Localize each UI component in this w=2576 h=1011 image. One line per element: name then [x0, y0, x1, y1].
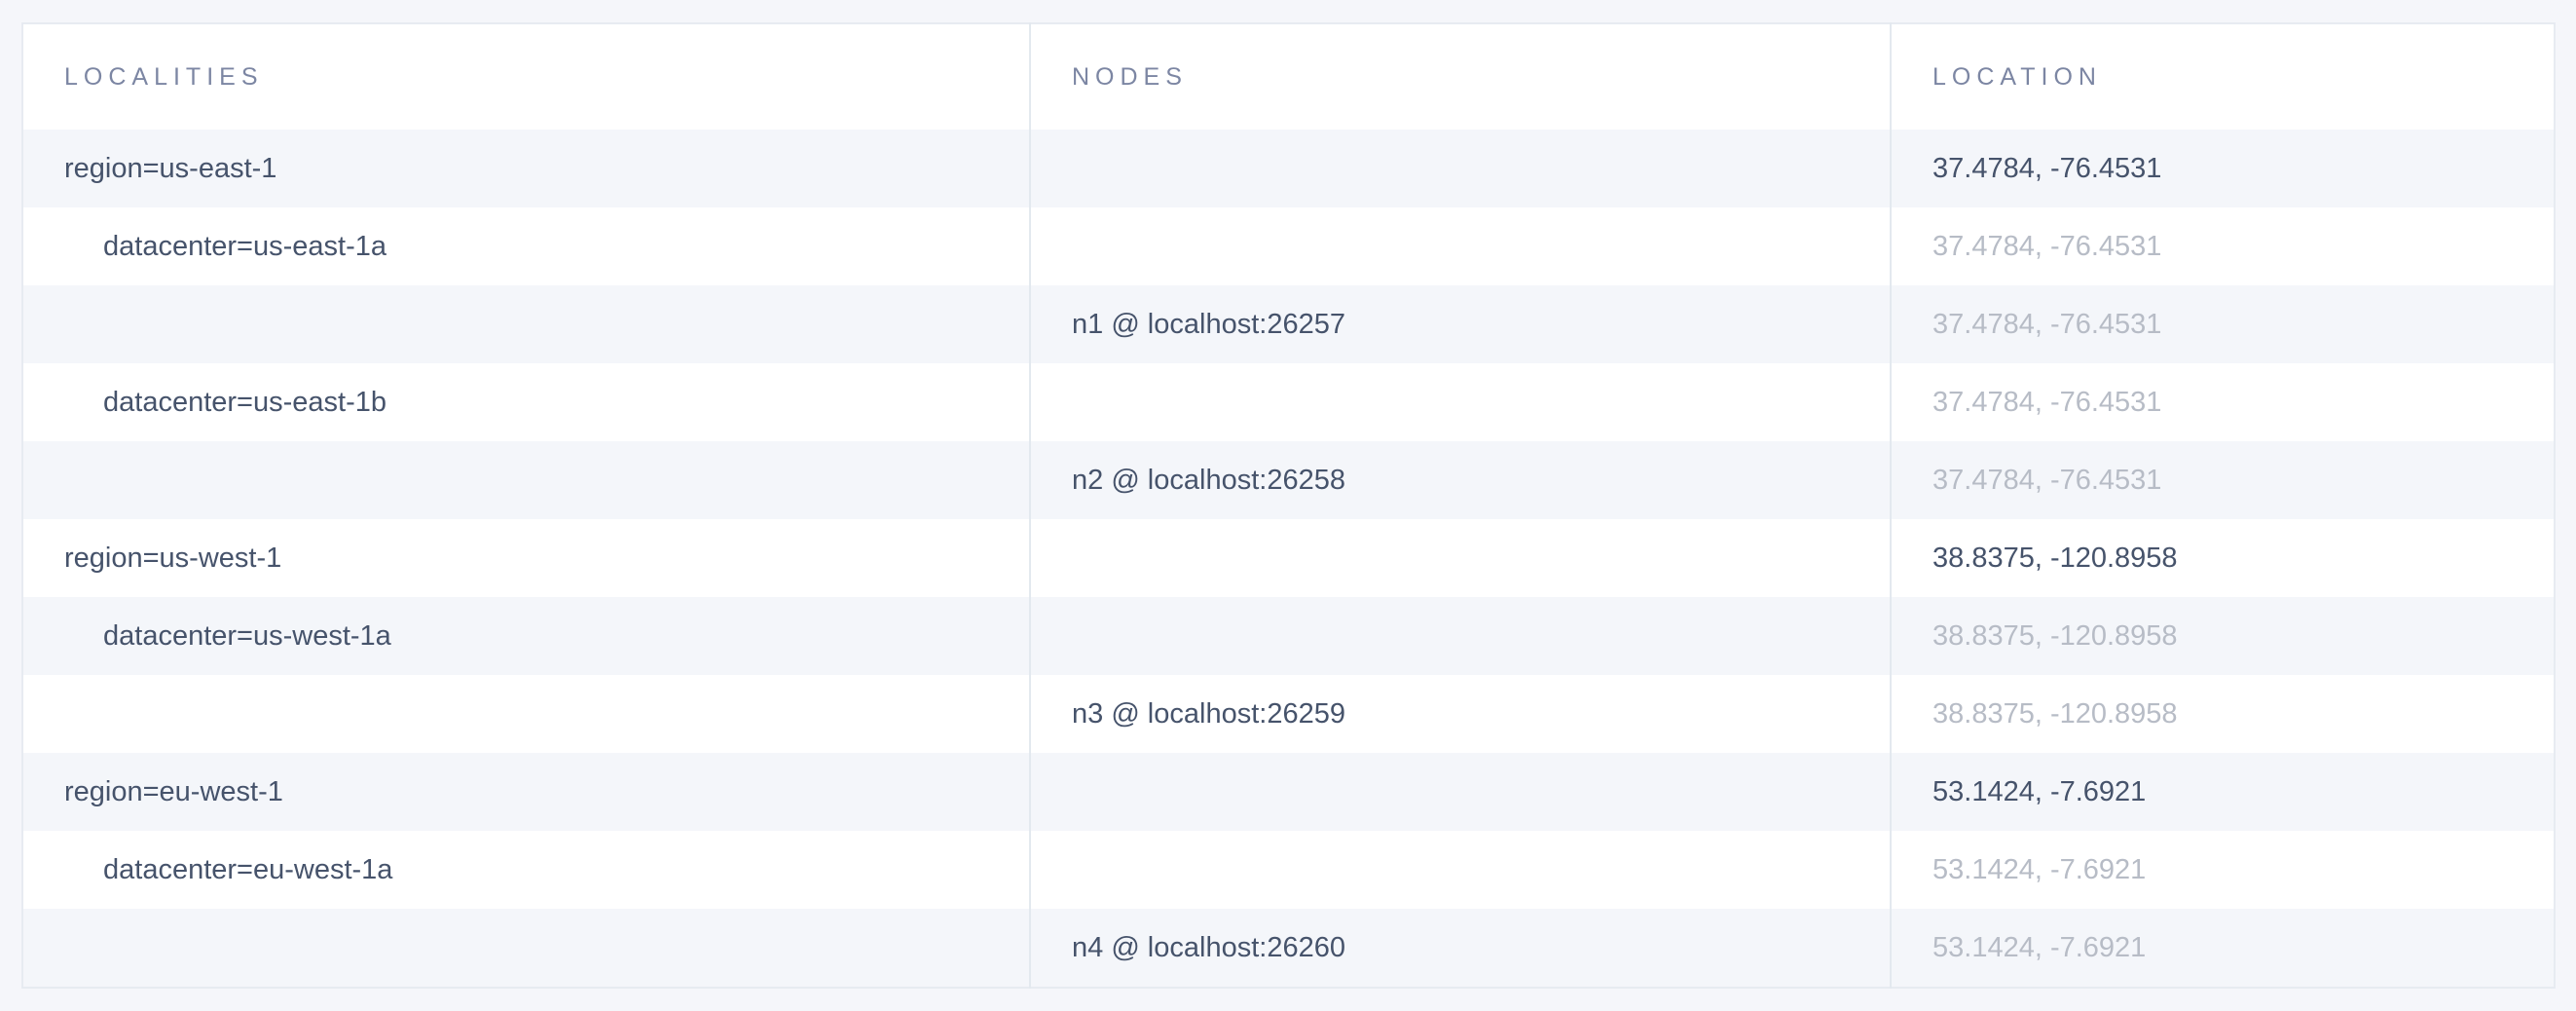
table-row-datacenter-us-east-1b: datacenter=us-east-1b 37.4784, -76.4531: [22, 363, 2555, 441]
column-header-nodes: Nodes: [1029, 23, 1891, 130]
locality-cell: [22, 909, 1030, 988]
table-row-region-us-west-1: region=us-west-1 38.8375, -120.8958: [22, 519, 2555, 597]
table-row-node-n3: n3 @ localhost:26259 38.8375, -120.8958: [22, 675, 2555, 753]
location-cell: 37.4784, -76.4531: [1890, 130, 2555, 207]
nodes-cell: [1029, 831, 1891, 909]
column-header-localities: Localities: [22, 23, 1030, 130]
location-cell: 37.4784, -76.4531: [1890, 285, 2555, 363]
table-body: region=us-east-1 37.4784, -76.4531 datac…: [22, 130, 2555, 988]
locality-cell: region=us-east-1: [22, 130, 1030, 207]
locality-cell: [22, 285, 1030, 363]
nodes-cell: [1029, 519, 1891, 597]
table-header: Localities Nodes Location: [22, 23, 2555, 130]
locality-cell: region=eu-west-1: [22, 753, 1030, 831]
nodes-cell: [1029, 363, 1891, 441]
locality-cell: region=us-west-1: [22, 519, 1030, 597]
locality-cell: [22, 675, 1030, 753]
locality-cell: datacenter=us-east-1a: [22, 207, 1030, 285]
nodes-cell: n2 @ localhost:26258: [1029, 441, 1891, 519]
table-row-region-us-east-1: region=us-east-1 37.4784, -76.4531: [22, 130, 2555, 207]
nodes-cell: n3 @ localhost:26259: [1029, 675, 1891, 753]
table-row-datacenter-us-west-1a: datacenter=us-west-1a 38.8375, -120.8958: [22, 597, 2555, 675]
nodes-cell: n1 @ localhost:26257: [1029, 285, 1891, 363]
location-cell: 37.4784, -76.4531: [1890, 441, 2555, 519]
location-cell: 38.8375, -120.8958: [1890, 597, 2555, 675]
nodes-cell: [1029, 130, 1891, 207]
nodes-cell: n4 @ localhost:26260: [1029, 909, 1891, 988]
column-header-location: Location: [1890, 23, 2555, 130]
header-row: Localities Nodes Location: [22, 23, 2555, 130]
location-cell: 38.8375, -120.8958: [1890, 675, 2555, 753]
nodes-cell: [1029, 207, 1891, 285]
nodes-cell: [1029, 597, 1891, 675]
locality-cell: datacenter=eu-west-1a: [22, 831, 1030, 909]
table-row-node-n2: n2 @ localhost:26258 37.4784, -76.4531: [22, 441, 2555, 519]
location-cell: 53.1424, -7.6921: [1890, 831, 2555, 909]
location-cell: 53.1424, -7.6921: [1890, 909, 2555, 988]
locality-cell: datacenter=us-west-1a: [22, 597, 1030, 675]
location-cell: 53.1424, -7.6921: [1890, 753, 2555, 831]
table-row-node-n4: n4 @ localhost:26260 53.1424, -7.6921: [22, 909, 2555, 988]
table-row-region-eu-west-1: region=eu-west-1 53.1424, -7.6921: [22, 753, 2555, 831]
table-row-datacenter-us-east-1a: datacenter=us-east-1a 37.4784, -76.4531: [22, 207, 2555, 285]
locality-cell: datacenter=us-east-1b: [22, 363, 1030, 441]
table-row-node-n1: n1 @ localhost:26257 37.4784, -76.4531: [22, 285, 2555, 363]
location-cell: 37.4784, -76.4531: [1890, 363, 2555, 441]
nodes-cell: [1029, 753, 1891, 831]
location-cell: 38.8375, -120.8958: [1890, 519, 2555, 597]
locality-cell: [22, 441, 1030, 519]
location-cell: 37.4784, -76.4531: [1890, 207, 2555, 285]
table-row-datacenter-eu-west-1a: datacenter=eu-west-1a 53.1424, -7.6921: [22, 831, 2555, 909]
localities-report-table: Localities Nodes Location region=us-east…: [21, 22, 2556, 989]
